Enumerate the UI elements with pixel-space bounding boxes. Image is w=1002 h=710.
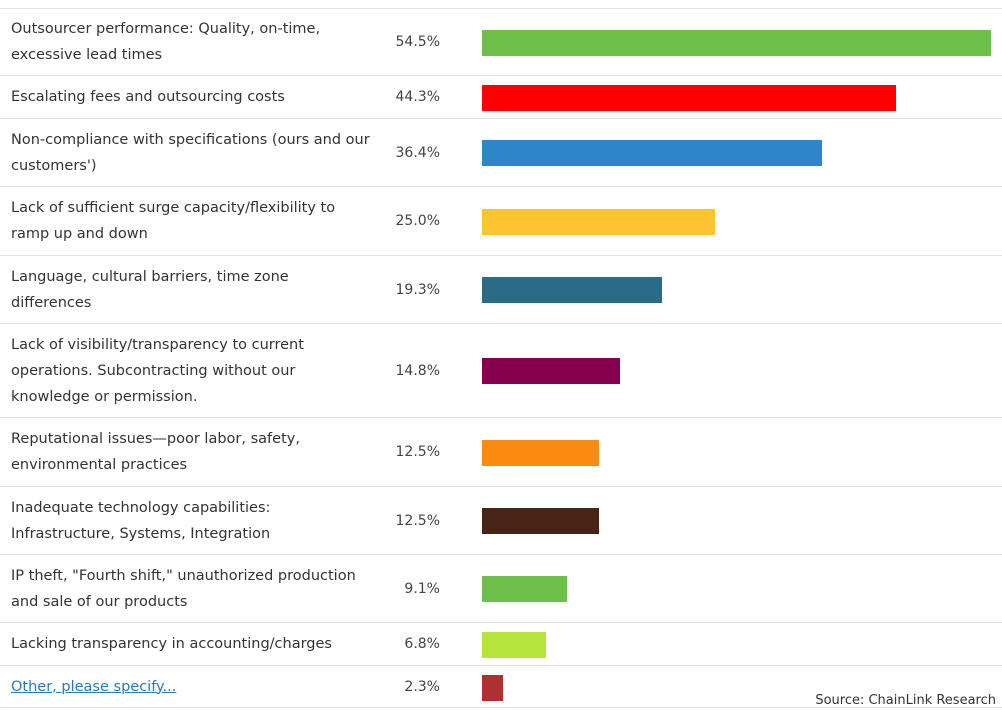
row: Non-compliance with specifications (ours…	[0, 118, 1002, 186]
category-cell: Language, cultural barriers, time zone d…	[11, 256, 371, 323]
category-label: Language, cultural barriers, time zone d…	[11, 268, 289, 311]
category-cell: Lack of sufficient surge capacity/flexib…	[11, 187, 371, 255]
value-label: 6.8%	[404, 636, 440, 652]
category-cell: Outsourcer performance: Quality, on-time…	[11, 9, 371, 75]
row: Outsourcer performance: Quality, on-time…	[0, 8, 1002, 75]
value-label: 54.5%	[395, 34, 440, 50]
category-label: Lack of visibility/transparency to curre…	[11, 336, 304, 405]
bar	[482, 208, 716, 235]
bar	[482, 631, 546, 658]
category-label: Inadequate technology capabilities: Infr…	[11, 499, 271, 542]
category-label: Outsourcer performance: Quality, on-time…	[11, 21, 321, 63]
bar	[482, 674, 504, 701]
bar	[482, 84, 896, 111]
value-label: 2.3%	[404, 678, 440, 695]
bar	[482, 576, 567, 602]
row: Other, please specify... 2.3%	[0, 665, 1002, 708]
value-label: 19.3%	[395, 281, 440, 298]
row: Inadequate technology capabilities: Infr…	[0, 486, 1002, 554]
category-label: Lacking transparency in accounting/charg…	[11, 636, 332, 652]
value-label: 25.0%	[395, 213, 440, 229]
row: Lack of visibility/transparency to curre…	[0, 323, 1002, 417]
category-cell: Other, please specify...	[11, 666, 371, 707]
value-label: 9.1%	[404, 580, 440, 597]
value-label: 44.3%	[395, 89, 440, 105]
source: Source: ChainLink Research	[815, 693, 996, 708]
bar	[482, 508, 599, 534]
row: Language, cultural barriers, time zone d…	[0, 255, 1002, 323]
category-cell: Escalating fees and outsourcing costs	[11, 76, 371, 118]
category-cell: Non-compliance with specifications (ours…	[11, 119, 371, 186]
row: Lacking transparency in accounting/charg…	[0, 622, 1002, 665]
row: Lack of sufficient surge capacity/flexib…	[0, 186, 1002, 255]
category-cell: Inadequate technology capabilities: Infr…	[11, 487, 371, 554]
bar	[482, 358, 621, 384]
bar	[482, 439, 599, 466]
category-link[interactable]: Other, please specify...	[11, 678, 177, 695]
value-label: 36.4%	[395, 144, 440, 161]
category-label: Escalating fees and outsourcing costs	[11, 89, 285, 105]
value-label: 14.8%	[395, 362, 440, 379]
row: Reputational issues—poor labor, safety, …	[0, 417, 1002, 486]
category-label: Reputational issues—poor labor, safety, …	[11, 431, 300, 473]
value-label: 12.5%	[395, 512, 440, 529]
row: Escalating fees and outsourcing costs 44.…	[0, 75, 1002, 118]
row: IP theft, "Fourth shift," unauthorized p…	[0, 554, 1002, 622]
category-cell: Lacking transparency in accounting/charg…	[11, 623, 371, 665]
category-cell: IP theft, "Fourth shift," unauthorized p…	[11, 555, 371, 622]
value-label: 12.5%	[395, 444, 440, 460]
bar	[482, 140, 822, 166]
category-cell: Reputational issues—poor labor, safety, …	[11, 418, 371, 486]
bar	[482, 29, 991, 56]
bar	[482, 277, 663, 303]
category-label: Lack of sufficient surge capacity/flexib…	[11, 200, 336, 242]
category-label: IP theft, "Fourth shift," unauthorized p…	[11, 567, 356, 610]
category-cell: Lack of visibility/transparency to curre…	[11, 324, 371, 417]
category-label: Non-compliance with specifications (ours…	[11, 131, 370, 174]
